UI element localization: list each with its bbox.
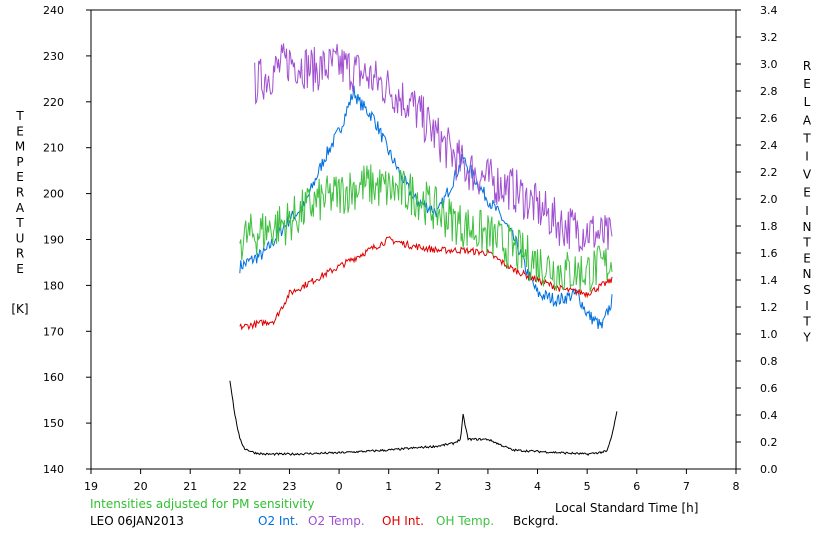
axis-labels: Local Standard Time [h] Intensities adju… bbox=[11, 59, 812, 528]
y-right-label-letter: R bbox=[803, 59, 811, 73]
x-axis-label: Local Standard Time [h] bbox=[555, 501, 698, 515]
y-left-tick-label: 210 bbox=[43, 142, 64, 155]
y-left-tick-label: 220 bbox=[43, 96, 64, 109]
x-tick-label: 20 bbox=[134, 480, 148, 493]
y-left-tick-label: 150 bbox=[43, 417, 64, 430]
y-left-label-letter: P bbox=[16, 155, 23, 169]
y-right-label-letter: N bbox=[803, 267, 812, 281]
series-line bbox=[254, 43, 613, 252]
y-right-label-letter: T bbox=[802, 315, 811, 329]
y-left-tick-label: 170 bbox=[43, 325, 64, 338]
legend-entry: OH Temp. bbox=[436, 514, 494, 528]
y-right-label-letter: E bbox=[803, 77, 811, 91]
y-right-label-letter: A bbox=[803, 113, 812, 127]
y-right-tick-label: 1.0 bbox=[760, 328, 778, 341]
y-right-tick-label: 1.4 bbox=[760, 274, 778, 287]
y-right-label-letter: I bbox=[805, 204, 809, 218]
y-right-tick-label: 1.6 bbox=[760, 247, 778, 260]
y-right-tick-label: 2.0 bbox=[760, 193, 778, 206]
y-right-label-letter: T bbox=[802, 131, 811, 145]
y-right-tick-label: 2.8 bbox=[760, 85, 778, 98]
y-left-label-letter: A bbox=[16, 201, 25, 215]
y-right-tick-label: 0.6 bbox=[760, 382, 778, 395]
series-line bbox=[239, 164, 613, 293]
legend-entry: O2 Temp. bbox=[308, 514, 365, 528]
y-right-label-letter: Y bbox=[802, 330, 811, 344]
series-line bbox=[239, 236, 613, 331]
y-right-label-letter: E bbox=[803, 186, 811, 200]
y-right-tick-label: 3.2 bbox=[760, 31, 778, 44]
x-tick-label: 1 bbox=[385, 480, 392, 493]
y-right-tick-label: 1.2 bbox=[760, 301, 778, 314]
x-tick-label: 0 bbox=[336, 480, 343, 493]
y-right-tick-label: 3.0 bbox=[760, 58, 778, 71]
y-left-unit: [K] bbox=[11, 302, 28, 316]
plot-border bbox=[90, 9, 737, 470]
y-left-tick-label: 200 bbox=[43, 188, 64, 201]
y-right-tick-label: 0.0 bbox=[760, 463, 778, 476]
x-tick-label: 6 bbox=[633, 480, 640, 493]
y-right-tick-label: 2.6 bbox=[760, 112, 778, 125]
y-right-label-letter: E bbox=[803, 251, 811, 265]
y-right-label-letter: I bbox=[805, 150, 809, 164]
y-right-label-letter: N bbox=[803, 220, 812, 234]
x-tick-label: 5 bbox=[584, 480, 591, 493]
x-tick-label: 23 bbox=[282, 480, 296, 493]
y-left-label-letter: M bbox=[15, 140, 25, 154]
x-tick-label: 19 bbox=[84, 480, 98, 493]
x-tick-label: 2 bbox=[435, 480, 442, 493]
y-left-tick-label: 240 bbox=[43, 4, 64, 17]
x-tick-label: 8 bbox=[733, 480, 740, 493]
y-left-label-letter: R bbox=[16, 186, 24, 200]
legend: O2 Int. O2 Temp. OH Int. OH Temp. Bckgrd. bbox=[258, 514, 559, 528]
y-left-label-letter: E bbox=[16, 124, 24, 138]
y-left-label-letter: E bbox=[16, 262, 24, 276]
x-tick-label: 3 bbox=[484, 480, 491, 493]
x-tick-label: 21 bbox=[183, 480, 197, 493]
y-left-label-letter: T bbox=[15, 216, 24, 230]
y-right-label-letter: I bbox=[805, 299, 809, 313]
y-right-tick-label: 2.2 bbox=[760, 166, 778, 179]
legend-entry: Bckgrd. bbox=[513, 514, 559, 528]
y-left-tick-label: 180 bbox=[43, 279, 64, 292]
series-line bbox=[229, 380, 618, 456]
y-right-label-letter: S bbox=[803, 283, 811, 297]
series-lines bbox=[229, 43, 618, 456]
x-tick-label: 7 bbox=[683, 480, 690, 493]
footnote-pm: Intensities adjusted for PM sensitivity bbox=[90, 497, 314, 511]
y-left-label-letter: T bbox=[15, 109, 24, 123]
y-right-tick-label: 2.4 bbox=[760, 139, 778, 152]
legend-entry: OH Int. bbox=[382, 514, 424, 528]
x-tick-label: 4 bbox=[534, 480, 541, 493]
y-left-tick-label: 160 bbox=[43, 371, 64, 384]
y-left-tick-label: 140 bbox=[43, 463, 64, 476]
y-right-tick-label: 0.2 bbox=[760, 436, 778, 449]
y-right-tick-label: 3.4 bbox=[760, 4, 778, 17]
legend-entry: O2 Int. bbox=[258, 514, 299, 528]
y-right-tick-label: 0.4 bbox=[760, 409, 778, 422]
y-right-label-letter: T bbox=[802, 236, 811, 250]
y-right-tick-label: 1.8 bbox=[760, 220, 778, 233]
y-left-label-letter: E bbox=[16, 170, 24, 184]
y-left-label-letter: U bbox=[16, 231, 25, 245]
y-left-label-letter: R bbox=[16, 247, 24, 261]
x-tick-label: 22 bbox=[233, 480, 247, 493]
y-right-tick-label: 0.8 bbox=[760, 355, 778, 368]
y-right-label-letter: V bbox=[803, 168, 812, 182]
station-label: LEO 06JAN2013 bbox=[90, 514, 184, 528]
y-left-tick-label: 230 bbox=[43, 50, 64, 63]
axis-ticks: 19 20 21 22 23 0 1 2 3 4 5 6 7 8140150160170180190200… bbox=[43, 4, 778, 493]
y-left-tick-label: 190 bbox=[43, 234, 64, 247]
plot-area bbox=[90, 9, 737, 470]
y-right-label-letter: L bbox=[804, 95, 811, 109]
